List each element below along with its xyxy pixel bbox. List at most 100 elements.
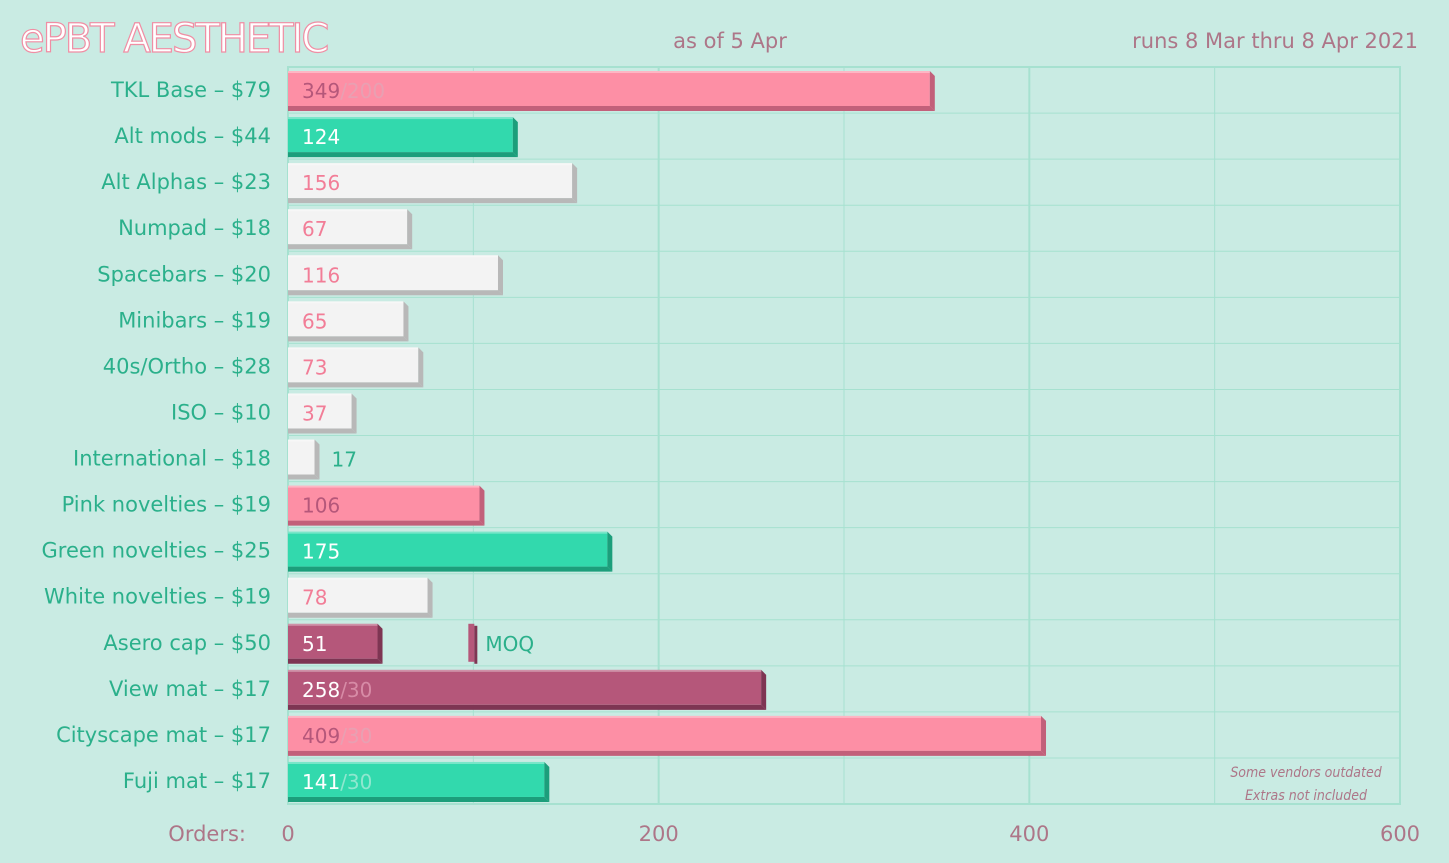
bar-bevel-right — [479, 485, 485, 526]
category-labels: TKL Base – $79 Alt mods – $44 Alt Alphas –… — [42, 78, 271, 793]
value-label: 67 — [302, 217, 327, 241]
category-label: 40s/Ortho – $28 — [103, 354, 271, 378]
bar-face — [288, 301, 404, 337]
as-of-date: as of 5 Apr — [673, 29, 787, 53]
bar-bevel-bottom — [288, 244, 413, 250]
bar — [288, 163, 578, 204]
bar-bevel-bottom — [288, 612, 433, 618]
category-label: View mat – $17 — [109, 677, 271, 701]
bar — [288, 485, 485, 526]
bar-face — [288, 209, 408, 245]
bar — [288, 255, 503, 296]
value-label: 106 — [302, 494, 340, 518]
value-label: 124 — [302, 125, 340, 149]
bar-highlight — [288, 531, 608, 534]
bar-bevel-bottom — [288, 106, 935, 112]
bar — [288, 623, 383, 664]
bar-bevel-bottom — [288, 520, 485, 526]
x-axis-title: Orders: — [168, 822, 246, 846]
bar-bevel-right — [1041, 715, 1047, 756]
bar-highlight — [288, 577, 428, 580]
bar — [288, 761, 550, 802]
x-tick-label: 600 — [1380, 822, 1420, 846]
x-axis-ticks: 0 200 400 600 — [281, 822, 1420, 846]
bar — [288, 347, 424, 388]
bar-highlight — [288, 209, 408, 212]
bar-bevel-bottom — [288, 198, 578, 204]
category-label: Alt Alphas – $23 — [101, 170, 271, 194]
category-label: White novelties – $19 — [44, 585, 271, 609]
bar-highlight — [288, 163, 573, 166]
chart-title: ePBT AESTHETIC — [20, 16, 327, 62]
category-label: Fuji mat – $17 — [123, 769, 271, 793]
category-label: Asero cap – $50 — [103, 631, 271, 655]
bar-highlight — [288, 669, 762, 672]
bar-highlight — [288, 71, 930, 74]
bar-bevel-bottom — [288, 474, 320, 480]
bar-bevel-right — [607, 531, 613, 572]
moq-label: MOQ — [485, 632, 534, 656]
bar-bevel-bottom — [288, 750, 1047, 756]
value-label: 51 — [302, 632, 327, 656]
bar-face — [288, 715, 1042, 751]
bar-face — [288, 669, 762, 705]
bar — [288, 209, 413, 250]
bar — [288, 117, 518, 158]
bar-bevel-right — [351, 393, 357, 434]
value-label: 65 — [302, 309, 327, 333]
category-label: TKL Base – $79 — [110, 78, 271, 102]
category-label: Numpad – $18 — [118, 216, 271, 240]
bar-bevel-right — [427, 577, 433, 618]
bar-face — [288, 577, 428, 613]
bar-bevel-bottom — [288, 796, 550, 802]
bar-highlight — [288, 715, 1042, 718]
x-tick-label: 400 — [1009, 822, 1049, 846]
bar-face — [288, 393, 352, 429]
bar-bevel-bottom — [288, 382, 424, 388]
bar-bevel-right — [314, 439, 320, 480]
bar-bevel-right — [512, 117, 518, 158]
category-label: Spacebars – $20 — [97, 262, 271, 286]
bar-highlight — [288, 117, 513, 120]
bar-bevel-bottom — [288, 290, 503, 296]
category-label: ISO – $10 — [171, 400, 271, 424]
value-label: 156 — [302, 171, 340, 195]
bar-bevel-right — [497, 255, 503, 296]
bar-bevel-right — [418, 347, 424, 388]
value-label: 349/200 — [302, 79, 385, 103]
bars — [288, 71, 1047, 802]
bar-bevel-bottom — [288, 152, 518, 158]
bar-highlight — [288, 623, 378, 626]
bar — [288, 669, 767, 710]
bar-bevel-bottom — [288, 336, 409, 342]
bar-highlight — [288, 301, 404, 304]
bar-bevel-bottom — [288, 704, 767, 710]
bar-face — [288, 439, 315, 475]
category-label: Green novelties – $25 — [42, 539, 271, 563]
value-label: 78 — [302, 586, 327, 610]
bar-face — [288, 163, 573, 199]
bar-bevel-right — [403, 301, 409, 342]
bar-face — [288, 761, 545, 797]
category-label: International – $18 — [73, 447, 271, 471]
bar-face — [288, 71, 930, 107]
bar-bevel-right — [377, 623, 383, 664]
bar — [288, 393, 357, 434]
value-label: 73 — [302, 355, 327, 379]
value-label: 116 — [302, 263, 340, 287]
bar-bevel-right — [761, 669, 767, 710]
x-tick-label: 0 — [281, 822, 294, 846]
note-extras: Extras not included — [1245, 788, 1368, 804]
category-label: Cityscape mat – $17 — [56, 723, 271, 747]
category-label: Pink novelties – $19 — [62, 493, 271, 517]
bar-bevel-right — [572, 163, 578, 204]
bar-face — [288, 623, 378, 659]
bar-bevel-right — [544, 761, 550, 802]
bar-bevel-bottom — [288, 658, 383, 664]
moq-marker-shadow — [474, 625, 478, 664]
bar-highlight — [288, 393, 352, 396]
bar — [288, 715, 1047, 756]
bar-face — [288, 485, 480, 521]
